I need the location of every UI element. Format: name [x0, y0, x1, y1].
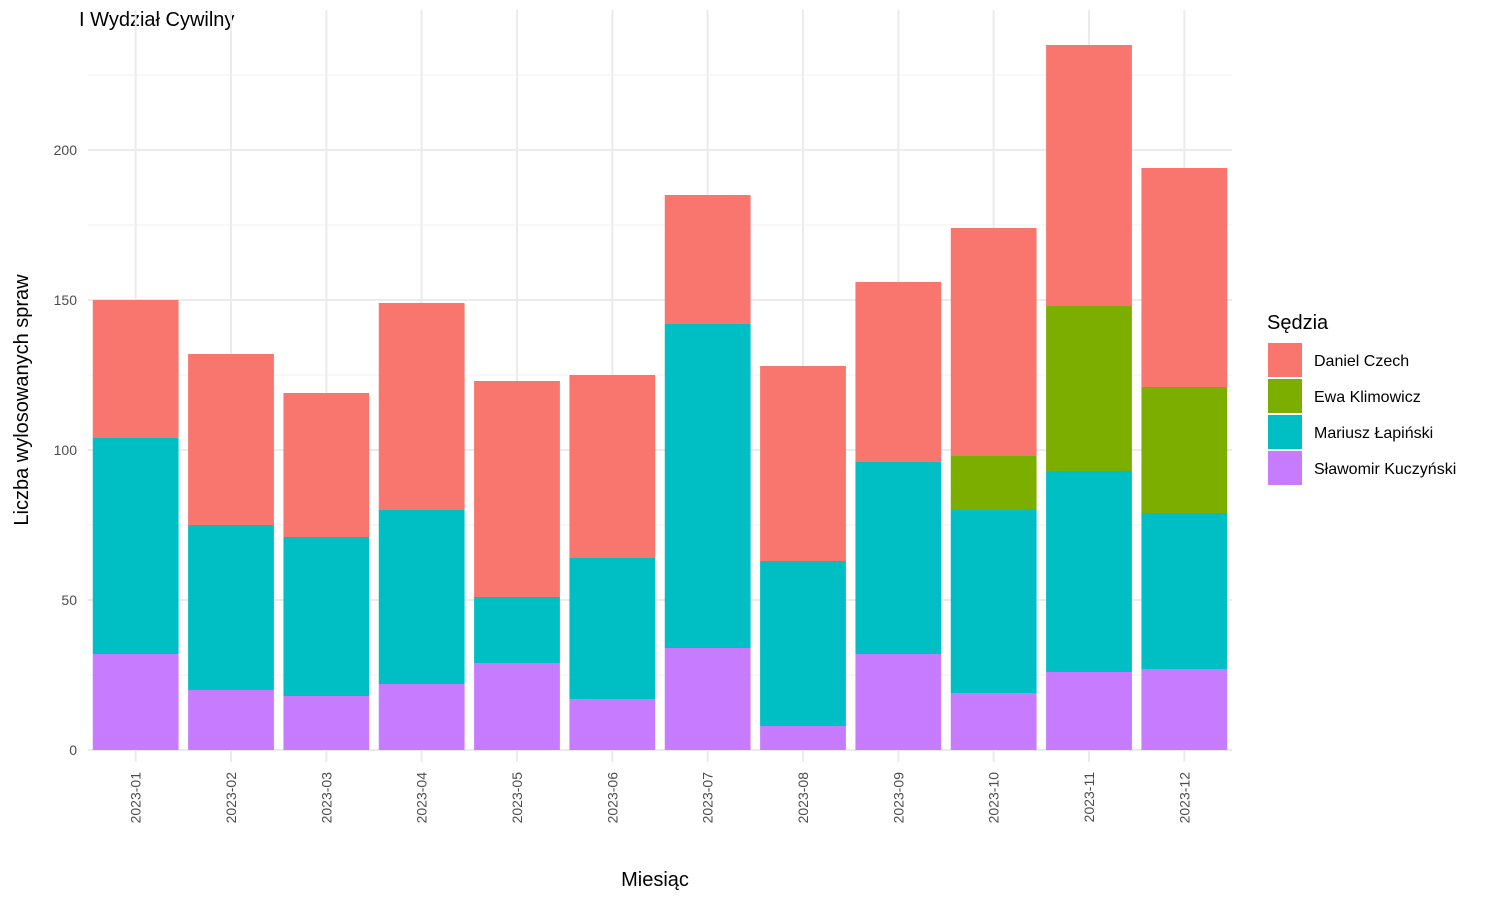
bar-segment — [92, 654, 179, 750]
bar-segment — [92, 300, 179, 438]
bar-segment — [283, 537, 370, 696]
x-axis-ticks: 2023-01 2023-02 2023-03 2023-04 2023-05 2023-… — [128, 772, 1193, 824]
x-tick-label: 2023-01 — [128, 772, 144, 824]
x-tick-label: 2023-12 — [1176, 772, 1192, 824]
bar-segment — [474, 663, 560, 750]
x-tick-label: 2023-02 — [223, 772, 239, 824]
bar-segment — [950, 693, 1037, 750]
x-tick-label: 2023-08 — [795, 772, 811, 824]
legend-label: Daniel Czech — [1314, 353, 1409, 370]
bar-segment — [474, 381, 560, 597]
x-tick-label: 2023-11 — [1081, 772, 1097, 823]
bar-segment — [760, 561, 846, 726]
y-tick-label: 100 — [54, 442, 78, 458]
legend-swatch — [1268, 451, 1302, 485]
x-tick-label: 2023-09 — [890, 772, 906, 824]
legend-label: Ewa Klimowicz — [1314, 389, 1421, 406]
legend-title: Sędzia — [1267, 312, 1329, 334]
y-tick-label: 0 — [69, 742, 77, 758]
y-axis-title: Liczba wylosowanych spraw — [11, 274, 33, 526]
x-axis-title: Miesiąc — [621, 869, 689, 891]
bars — [92, 45, 1228, 750]
legend-swatch — [1268, 415, 1302, 449]
chart-title: I Wydział Cywilny — [79, 9, 234, 31]
bar-segment — [378, 684, 465, 750]
bar-segment — [188, 525, 274, 690]
bar-segment — [378, 510, 465, 684]
bar-segment — [1141, 168, 1228, 387]
bar-segment — [950, 228, 1037, 456]
legend-swatch — [1268, 379, 1302, 413]
bar-segment — [1046, 471, 1132, 672]
x-tick-label: 2023-10 — [986, 772, 1002, 824]
legend-label: Sławomir Kuczyński — [1314, 461, 1456, 478]
bar-segment — [664, 195, 751, 324]
bar-segment — [378, 303, 465, 510]
x-tick-label: 2023-04 — [414, 772, 430, 824]
bar-segment — [664, 648, 751, 750]
bar-segment — [1046, 672, 1132, 750]
y-tick-label: 150 — [54, 292, 78, 308]
bar-segment — [855, 654, 942, 750]
bar-segment — [1141, 387, 1228, 513]
bar-segment — [855, 282, 942, 462]
y-tick-label: 200 — [54, 142, 78, 158]
x-tick-label: 2023-07 — [700, 772, 716, 824]
bar-segment — [474, 597, 560, 663]
bar-segment — [92, 438, 179, 654]
bar-segment — [664, 324, 751, 648]
bar-segment — [760, 726, 846, 750]
y-axis-ticks: 0 50 100 150 200 — [54, 142, 78, 758]
bar-segment — [950, 456, 1037, 510]
bar-segment — [283, 393, 370, 537]
legend-label: Mariusz Łapiński — [1314, 425, 1433, 442]
bar-segment — [188, 354, 274, 525]
bar-segment — [1141, 513, 1228, 669]
bar-segment — [283, 696, 370, 750]
bar-segment — [855, 462, 942, 654]
bar-segment — [760, 366, 846, 561]
x-tick-label: 2023-06 — [604, 772, 620, 824]
bar-segment — [569, 558, 656, 699]
bar-segment — [569, 375, 656, 558]
bar-segment — [950, 510, 1037, 693]
legend: Sędzia Daniel Czech Ewa Klimowicz Mariusz … — [1267, 312, 1456, 485]
bar-segment — [569, 699, 656, 750]
x-tick-label: 2023-05 — [509, 772, 525, 824]
bar-segment — [1141, 669, 1228, 750]
bar-segment — [1046, 306, 1132, 471]
legend-swatch — [1268, 343, 1302, 377]
y-tick-label: 50 — [61, 592, 77, 608]
bar-segment — [188, 690, 274, 750]
bar-segment — [1046, 45, 1132, 306]
x-tick-label: 2023-03 — [318, 772, 334, 824]
